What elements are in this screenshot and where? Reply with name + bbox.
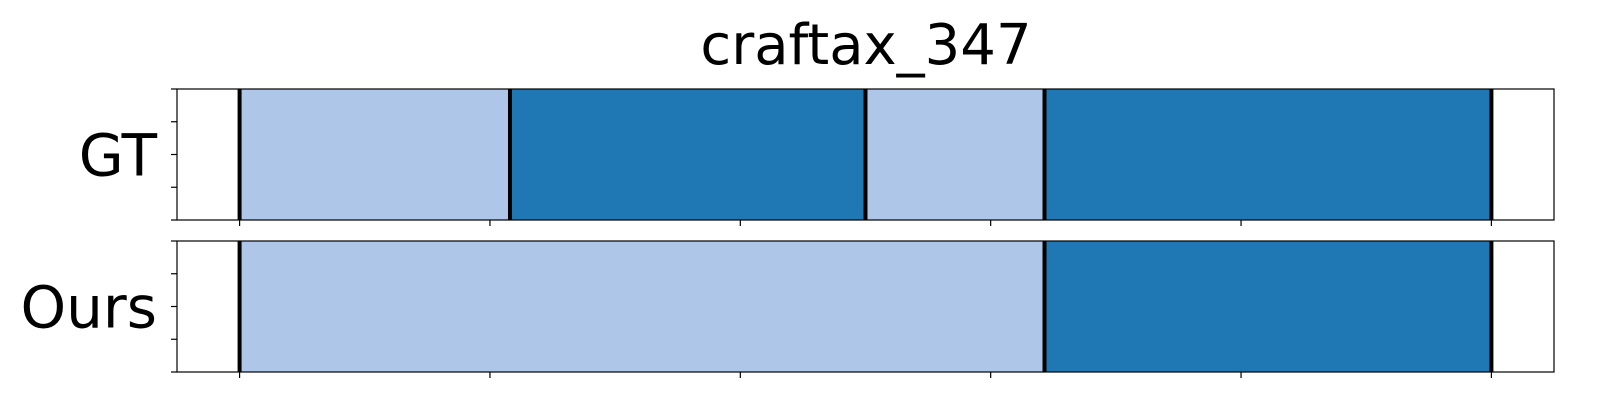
row-label-gt: GT (79, 122, 158, 190)
segment-ours-0 (239, 241, 1045, 372)
panel-ours: Ours (21, 240, 1555, 378)
row-label-ours: Ours (21, 274, 157, 342)
panel-gt: GT (79, 88, 1555, 226)
segment-gt-3 (1044, 89, 1492, 220)
chart-title: craftax_347 (700, 13, 1031, 78)
segment-gt-2 (865, 89, 1045, 220)
segment-gt-0 (239, 89, 510, 220)
segment-ours-1 (1044, 241, 1492, 372)
segment-gt-1 (509, 89, 866, 220)
